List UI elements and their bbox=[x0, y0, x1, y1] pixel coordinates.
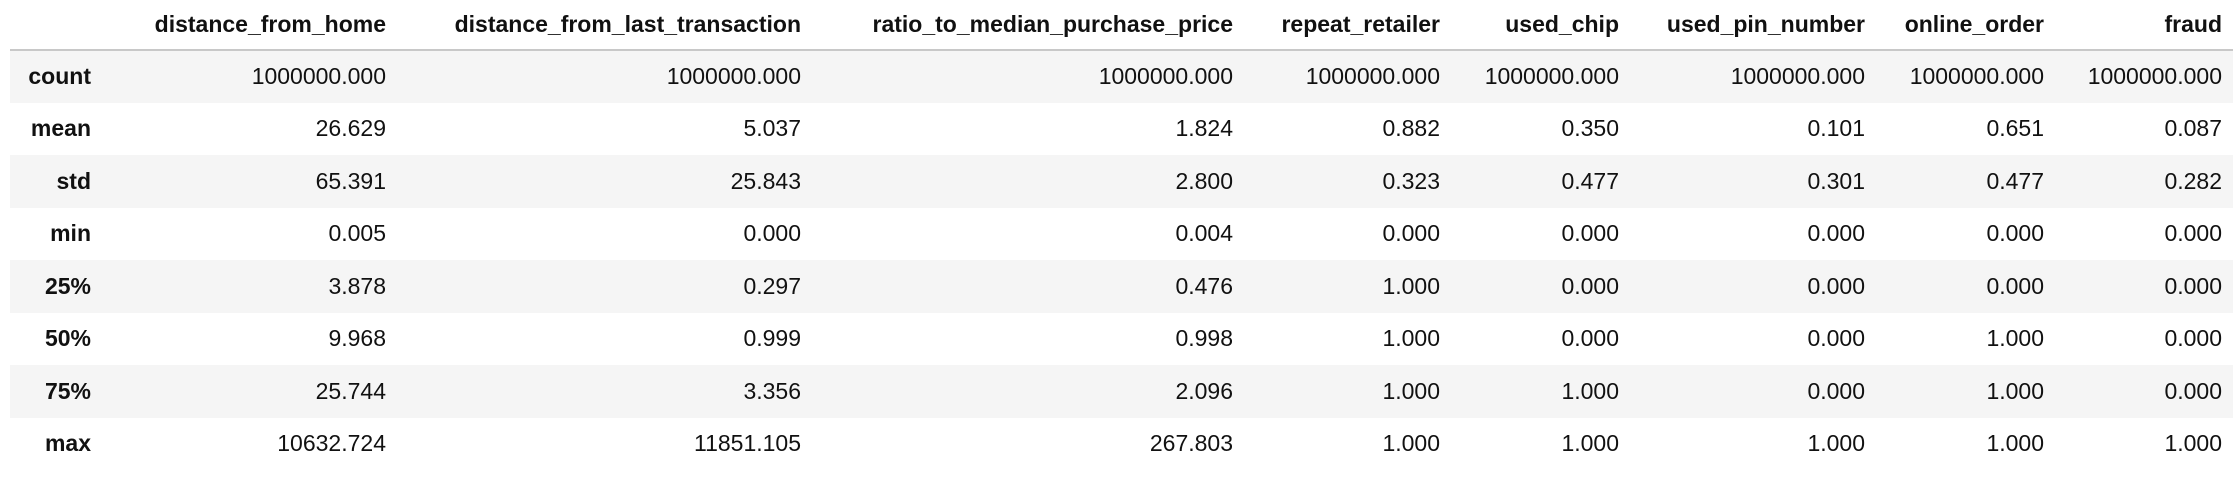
table-cell: 0.000 bbox=[1561, 325, 1619, 352]
row-label: 25% bbox=[44, 272, 91, 299]
table-cell: 1000000.000 bbox=[1730, 63, 1865, 90]
table-cell: 25.843 bbox=[730, 167, 801, 194]
table-row: mean 26.629 5.037 1.824 0.882 0.350 0.10… bbox=[10, 103, 2233, 156]
row-label: 50% bbox=[44, 325, 91, 352]
table-cell: 1000000.000 bbox=[666, 63, 801, 90]
table-cell: 0.323 bbox=[1382, 167, 1440, 194]
table-cell: 0.999 bbox=[743, 325, 801, 352]
table-cell: 65.391 bbox=[315, 167, 386, 194]
column-header: used_chip bbox=[1451, 0, 1630, 51]
table-cell: 0.005 bbox=[328, 220, 386, 247]
table-cell: 267.803 bbox=[1149, 430, 1233, 457]
table-cell: 0.476 bbox=[1175, 272, 1233, 299]
table-row: count 1000000.000 1000000.000 1000000.00… bbox=[10, 50, 2233, 103]
table-cell: 1.000 bbox=[1382, 272, 1440, 299]
table-cell: 1.000 bbox=[1382, 430, 1440, 457]
table-cell: 0.477 bbox=[1986, 167, 2044, 194]
table-cell: 10632.724 bbox=[277, 430, 386, 457]
row-label: max bbox=[44, 430, 91, 457]
table-cell: 1.000 bbox=[1382, 377, 1440, 404]
column-header: distance_from_home bbox=[102, 0, 397, 51]
column-header: repeat_retailer bbox=[1244, 0, 1451, 51]
column-header: used_pin_number bbox=[1630, 0, 1876, 51]
table-cell: 0.000 bbox=[1382, 220, 1440, 247]
table-cell: 0.000 bbox=[2164, 325, 2222, 352]
table-cell: 1.000 bbox=[2164, 430, 2222, 457]
table-cell: 0.101 bbox=[1807, 115, 1865, 142]
table-cell: 1.824 bbox=[1175, 115, 1233, 142]
table-cell: 2.096 bbox=[1175, 377, 1233, 404]
table-body: count 1000000.000 1000000.000 1000000.00… bbox=[10, 50, 2233, 470]
table-cell: 1000000.000 bbox=[1305, 63, 1440, 90]
table-cell: 0.297 bbox=[743, 272, 801, 299]
table-cell: 1.000 bbox=[1561, 430, 1619, 457]
table-cell: 2.800 bbox=[1175, 167, 1233, 194]
row-label: count bbox=[28, 63, 91, 90]
table-row: min 0.005 0.000 0.004 0.000 0.000 0.000 … bbox=[10, 208, 2233, 261]
table-cell: 0.087 bbox=[2164, 115, 2222, 142]
table-cell: 1.000 bbox=[1986, 325, 2044, 352]
table-cell: 9.968 bbox=[328, 325, 386, 352]
table-cell: 0.000 bbox=[1807, 377, 1865, 404]
table-cell: 0.282 bbox=[2164, 167, 2222, 194]
column-header: distance_from_last_transaction bbox=[397, 0, 812, 51]
column-header: ratio_to_median_purchase_price bbox=[812, 0, 1244, 51]
table-header: distance_from_home distance_from_last_tr… bbox=[10, 0, 2233, 51]
table-cell: 0.000 bbox=[2164, 377, 2222, 404]
table-cell: 26.629 bbox=[315, 115, 386, 142]
row-label: std bbox=[56, 167, 92, 194]
row-label: min bbox=[50, 220, 91, 247]
table-cell: 3.356 bbox=[743, 377, 801, 404]
table-cell: 1.000 bbox=[1986, 430, 2044, 457]
table-cell: 1.000 bbox=[1382, 325, 1440, 352]
table-cell: 1000000.000 bbox=[1909, 63, 2044, 90]
table-row: 50% 9.968 0.999 0.998 1.000 0.000 0.000 … bbox=[10, 313, 2233, 366]
table-cell: 0.000 bbox=[1986, 272, 2044, 299]
table-cell: 0.000 bbox=[1986, 220, 2044, 247]
table-cell: 0.477 bbox=[1561, 167, 1619, 194]
table-cell: 0.000 bbox=[1561, 272, 1619, 299]
column-header: fraud bbox=[2055, 0, 2233, 51]
table-cell: 1000000.000 bbox=[251, 63, 386, 90]
table-cell: 0.000 bbox=[1807, 325, 1865, 352]
table-cell: 0.000 bbox=[1807, 272, 1865, 299]
table-cell: 0.000 bbox=[1807, 220, 1865, 247]
corner-cell bbox=[10, 0, 102, 51]
table-row: max 10632.724 11851.105 267.803 1.000 1.… bbox=[10, 418, 2233, 471]
table-cell: 1000000.000 bbox=[1098, 63, 1233, 90]
column-header: online_order bbox=[1876, 0, 2055, 51]
table-row: std 65.391 25.843 2.800 0.323 0.477 0.30… bbox=[10, 155, 2233, 208]
header-row: distance_from_home distance_from_last_tr… bbox=[10, 0, 2233, 51]
table-cell: 5.037 bbox=[743, 115, 801, 142]
table-cell: 1.000 bbox=[1986, 377, 2044, 404]
describe-table: distance_from_home distance_from_last_tr… bbox=[10, 0, 2233, 470]
table-cell: 0.004 bbox=[1175, 220, 1233, 247]
row-label: mean bbox=[30, 115, 91, 142]
table-cell: 1.000 bbox=[1561, 377, 1619, 404]
table-cell: 0.301 bbox=[1807, 167, 1865, 194]
table-cell: 3.878 bbox=[328, 272, 386, 299]
table-cell: 1000000.000 bbox=[2087, 63, 2222, 90]
table-cell: 0.998 bbox=[1175, 325, 1233, 352]
table-cell: 1000000.000 bbox=[1484, 63, 1619, 90]
table-cell: 11851.105 bbox=[693, 430, 801, 457]
table-row: 25% 3.878 0.297 0.476 1.000 0.000 0.000 … bbox=[10, 260, 2233, 313]
table-cell: 0.000 bbox=[2164, 272, 2222, 299]
table-cell: 0.000 bbox=[1561, 220, 1619, 247]
row-label: 75% bbox=[44, 377, 91, 404]
table-row: 75% 25.744 3.356 2.096 1.000 1.000 0.000… bbox=[10, 365, 2233, 418]
table-cell: 0.350 bbox=[1561, 115, 1619, 142]
table-cell: 0.651 bbox=[1986, 115, 2044, 142]
table-cell: 0.000 bbox=[2164, 220, 2222, 247]
table-cell: 0.000 bbox=[743, 220, 801, 247]
table-cell: 25.744 bbox=[315, 377, 386, 404]
table-cell: 0.882 bbox=[1382, 115, 1440, 142]
table-cell: 1.000 bbox=[1807, 430, 1865, 457]
